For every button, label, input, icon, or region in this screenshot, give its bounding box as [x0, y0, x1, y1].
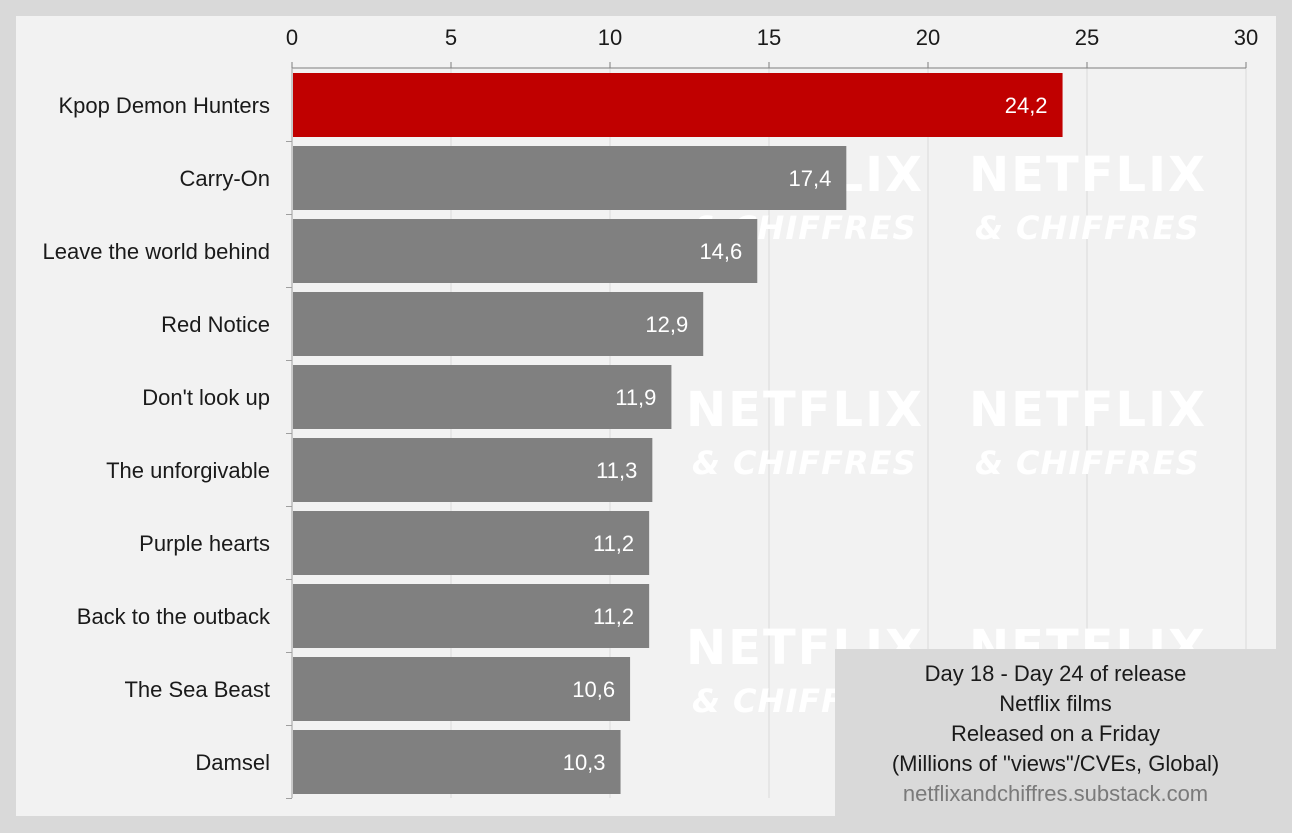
data-label: 10,6 [572, 677, 615, 702]
x-tick-label: 20 [916, 25, 940, 50]
category-label: Leave the world behind [43, 239, 271, 264]
watermark: NETFLIX & CHIFFRES NETFLIX & CHIFFRES NETFLI… [686, 147, 1207, 720]
data-label: 17,4 [788, 166, 831, 191]
x-tick-label: 0 [286, 25, 298, 50]
x-axis: 0 5 10 15 20 25 30 [286, 25, 1258, 799]
category-label: The unforgivable [106, 458, 270, 483]
data-label: 11,3 [596, 458, 637, 483]
bar [293, 73, 1063, 137]
info-source: netflixandchiffres.substack.com [902, 781, 1209, 806]
info-line-period: Day 18 - Day 24 of release [924, 661, 1187, 686]
x-tick-label: 25 [1075, 25, 1099, 50]
category-label: Purple hearts [139, 531, 270, 556]
data-label: 11,2 [593, 604, 634, 629]
bar [293, 146, 847, 210]
category-label: Don't look up [142, 385, 270, 410]
bar [293, 584, 650, 648]
bar [293, 365, 672, 429]
watermark-chiffres: & CHIFFRES [692, 444, 916, 482]
category-label: The Sea Beast [124, 677, 270, 702]
bar-chart: NETFLIX & CHIFFRES NETFLIX & CHIFFRES NETFLI… [43, 25, 1258, 799]
category-label: Back to the outback [77, 604, 271, 629]
bars: 24,2 17,4 14,6 12,9 11,9 11,3 11,2 11,2 10,6 10,3 [293, 73, 1063, 794]
category-label: Damsel [195, 750, 270, 775]
bar [293, 292, 704, 356]
category-label: Carry-On [180, 166, 270, 191]
info-box: Day 18 - Day 24 of release Netflix films… [835, 649, 1276, 816]
chart-panel: NETFLIX & CHIFFRES NETFLIX & CHIFFRES NETFLI… [16, 16, 1276, 816]
data-label: 10,3 [563, 750, 606, 775]
data-label: 11,9 [615, 385, 656, 410]
bar [293, 219, 758, 283]
bar [293, 730, 621, 794]
watermark-netflix: NETFLIX [686, 382, 924, 438]
watermark-netflix: NETFLIX [969, 382, 1207, 438]
bar [293, 657, 631, 721]
bar [293, 511, 650, 575]
category-labels: Kpop Demon Hunters Carry-On Leave the worl… [43, 93, 271, 775]
x-tick-label: 10 [598, 25, 622, 50]
category-label: Kpop Demon Hunters [58, 93, 270, 118]
data-label: 12,9 [645, 312, 688, 337]
x-tick-label: 15 [757, 25, 781, 50]
watermark-chiffres: & CHIFFRES [975, 209, 1199, 247]
watermark-netflix: NETFLIX [969, 147, 1207, 203]
info-line-release: Released on a Friday [950, 721, 1161, 746]
info-line-type: Netflix films [999, 691, 1112, 716]
category-label: Red Notice [161, 312, 270, 337]
x-tick-label: 30 [1234, 25, 1258, 50]
watermark-chiffres: & CHIFFRES [975, 444, 1199, 482]
data-label: 24,2 [1005, 93, 1048, 118]
data-label: 11,2 [593, 531, 634, 556]
bar [293, 438, 653, 502]
info-line-units: (Millions of "views"/CVEs, Global) [891, 751, 1220, 776]
data-label: 14,6 [699, 239, 742, 264]
x-tick-label: 5 [445, 25, 457, 50]
